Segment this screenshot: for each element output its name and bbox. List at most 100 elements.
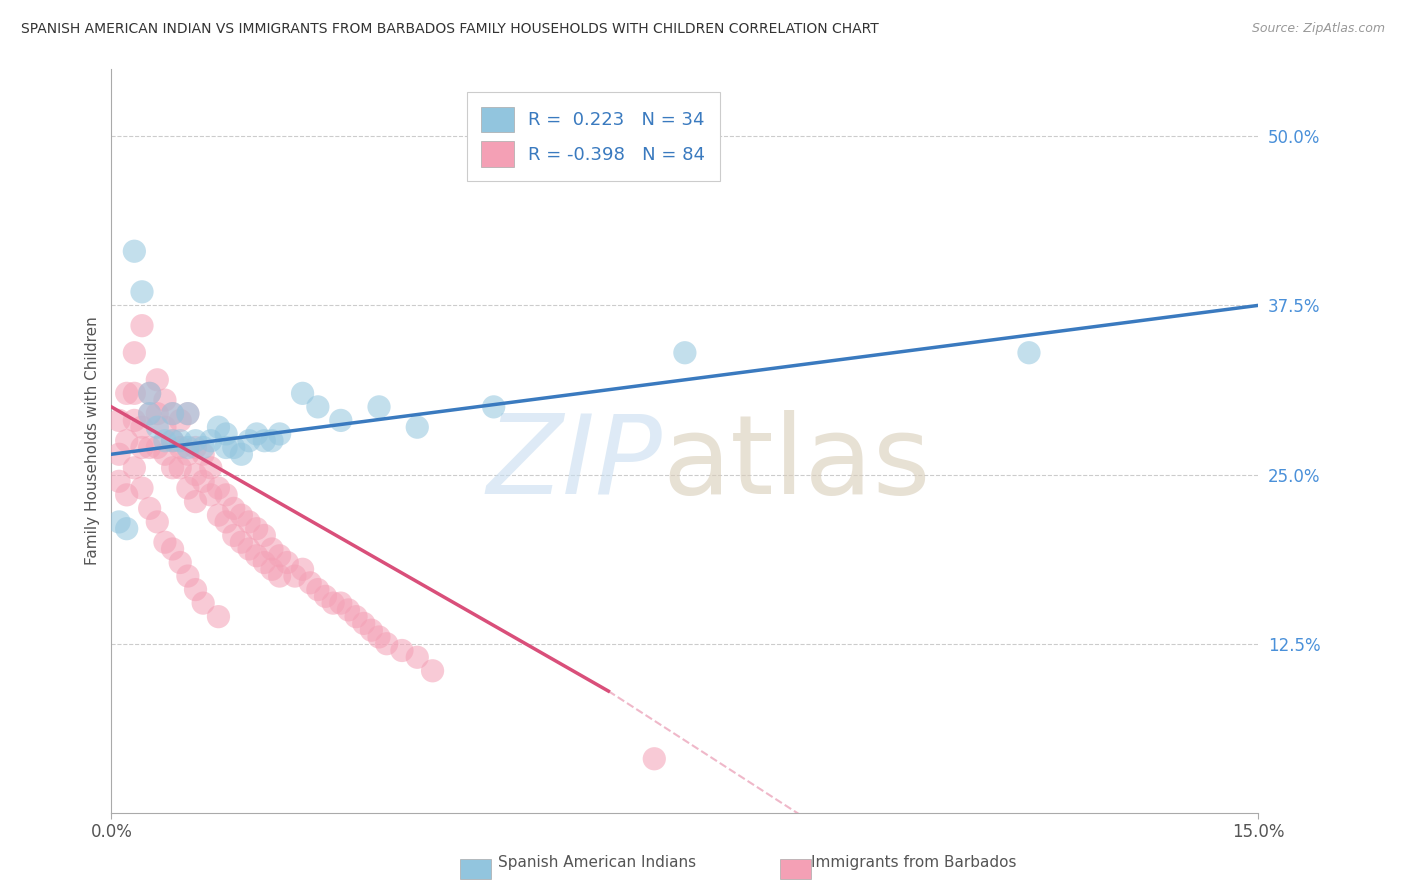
Point <box>207 420 229 434</box>
Point <box>146 373 169 387</box>
Point <box>131 318 153 333</box>
Point <box>169 460 191 475</box>
Point <box>222 501 245 516</box>
Point <box>322 596 344 610</box>
Text: Spanish American Indians: Spanish American Indians <box>499 855 696 870</box>
Point <box>260 434 283 448</box>
Point <box>191 441 214 455</box>
Point <box>253 528 276 542</box>
Point <box>131 285 153 299</box>
Point <box>200 488 222 502</box>
Point <box>207 508 229 523</box>
Point <box>422 664 444 678</box>
Point <box>375 637 398 651</box>
Point <box>162 460 184 475</box>
Point <box>238 515 260 529</box>
Point <box>108 447 131 461</box>
Point <box>124 413 146 427</box>
Point <box>108 413 131 427</box>
Point <box>260 541 283 556</box>
Point <box>146 515 169 529</box>
Point <box>482 400 505 414</box>
Point <box>124 345 146 359</box>
Point <box>146 407 169 421</box>
Point <box>231 508 253 523</box>
Point <box>108 515 131 529</box>
Point <box>108 475 131 489</box>
Point <box>222 441 245 455</box>
Point <box>269 426 291 441</box>
Point <box>368 630 391 644</box>
Point <box>153 447 176 461</box>
Point <box>200 460 222 475</box>
Point <box>138 386 160 401</box>
Point <box>360 623 382 637</box>
Point <box>643 752 665 766</box>
Text: SPANISH AMERICAN INDIAN VS IMMIGRANTS FROM BARBADOS FAMILY HOUSEHOLDS WITH CHILD: SPANISH AMERICAN INDIAN VS IMMIGRANTS FR… <box>21 22 879 37</box>
Point <box>131 441 153 455</box>
Point <box>162 434 184 448</box>
Point <box>291 386 314 401</box>
Point <box>153 420 176 434</box>
Point <box>177 481 200 495</box>
Point <box>184 441 207 455</box>
Point <box>138 407 160 421</box>
Point <box>307 582 329 597</box>
Text: Source: ZipAtlas.com: Source: ZipAtlas.com <box>1251 22 1385 36</box>
Point <box>406 650 429 665</box>
Point <box>307 400 329 414</box>
Text: ZIP: ZIP <box>486 409 662 516</box>
Point <box>177 441 200 455</box>
Point <box>184 434 207 448</box>
Point <box>291 562 314 576</box>
Point <box>207 609 229 624</box>
Point <box>124 386 146 401</box>
Point <box>368 400 391 414</box>
Point <box>231 535 253 549</box>
Point <box>231 447 253 461</box>
Point <box>124 244 146 259</box>
Point <box>260 562 283 576</box>
Point <box>162 407 184 421</box>
Point <box>299 575 322 590</box>
Point <box>269 569 291 583</box>
Point <box>269 549 291 563</box>
Point <box>329 413 352 427</box>
Point <box>115 522 138 536</box>
Point <box>184 467 207 482</box>
Point <box>215 515 238 529</box>
Point <box>215 426 238 441</box>
Point <box>353 616 375 631</box>
Point <box>162 541 184 556</box>
Point <box>146 420 169 434</box>
Legend: R =  0.223   N = 34, R = -0.398   N = 84: R = 0.223 N = 34, R = -0.398 N = 84 <box>467 93 720 181</box>
Point <box>191 596 214 610</box>
Point <box>169 413 191 427</box>
Point <box>222 528 245 542</box>
Point <box>169 434 191 448</box>
Point <box>177 447 200 461</box>
Point <box>391 643 413 657</box>
Point <box>344 609 367 624</box>
Point <box>177 407 200 421</box>
Text: atlas: atlas <box>662 409 931 516</box>
Point <box>246 549 269 563</box>
Point <box>329 596 352 610</box>
Point <box>246 426 269 441</box>
Point <box>200 434 222 448</box>
Point <box>184 582 207 597</box>
Point <box>138 407 160 421</box>
Point <box>131 481 153 495</box>
Text: Immigrants from Barbados: Immigrants from Barbados <box>811 855 1017 870</box>
Point <box>284 569 307 583</box>
Point <box>162 434 184 448</box>
Point <box>406 420 429 434</box>
Point <box>177 407 200 421</box>
Point <box>246 522 269 536</box>
Point <box>169 556 191 570</box>
Point <box>162 407 184 421</box>
Point <box>138 386 160 401</box>
Point <box>315 590 337 604</box>
Point <box>337 603 360 617</box>
Y-axis label: Family Households with Children: Family Households with Children <box>86 317 100 566</box>
